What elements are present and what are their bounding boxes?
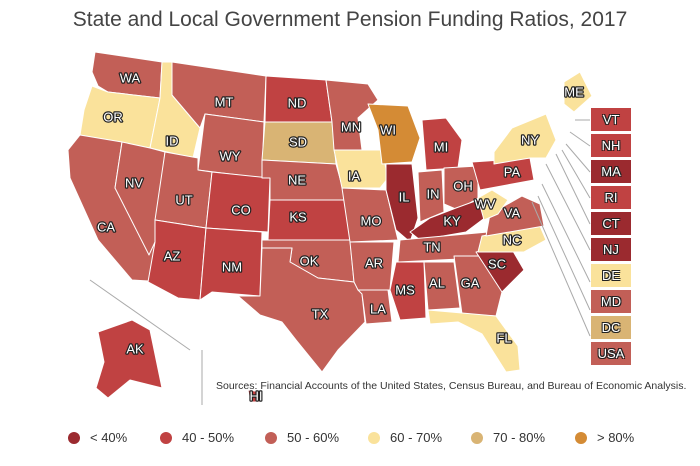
label-TN: TN: [423, 239, 440, 254]
state-WV[interactable]: [477, 189, 509, 221]
label-WA: WA: [120, 70, 141, 85]
legend-label-70-80: 70 - 80%: [493, 430, 546, 445]
legend-item-70-80: 70 - 80%: [471, 430, 545, 445]
legend-label-gt80: > 80%: [597, 430, 635, 445]
label-GA: GA: [461, 275, 480, 290]
label-AK: AK: [126, 341, 144, 356]
label-SC: SC: [488, 256, 506, 271]
label-NC: NC: [503, 232, 522, 247]
label-PA: PA: [504, 164, 521, 179]
label-OH: OH: [453, 178, 473, 193]
legend-item-lt40: < 40%: [68, 430, 127, 445]
state-ME[interactable]: [563, 71, 593, 113]
state-IN[interactable]: [417, 169, 445, 223]
label-KY: KY: [443, 213, 461, 228]
label-AL: AL: [429, 275, 445, 290]
label-MN: MN: [341, 119, 361, 134]
state-WY[interactable]: [197, 113, 265, 179]
state-IA[interactable]: [333, 149, 389, 189]
legend-label-60-70: 60 - 70%: [390, 430, 443, 445]
label-SD: SD: [289, 134, 307, 149]
state-box-NJ[interactable]: NJ: [591, 238, 631, 261]
label-AR: AR: [365, 255, 383, 270]
state-NY[interactable]: [493, 113, 557, 165]
state-box-MD[interactable]: MD: [591, 290, 631, 313]
legend-swatch-50-60: [265, 431, 277, 444]
legend-item-40-50: 40 - 50%: [160, 430, 234, 445]
state-AL[interactable]: [423, 261, 461, 311]
label-AZ: AZ: [164, 248, 181, 263]
legend-swatch-gt80: [575, 431, 587, 444]
state-HI[interactable]: [247, 389, 263, 403]
legend-item-50-60: 50 - 60%: [265, 430, 339, 445]
legend-label-40-50: 40 - 50%: [182, 430, 235, 445]
label-MI: MI: [434, 139, 448, 154]
state-box-VT[interactable]: VT: [591, 108, 631, 131]
state-box-USA[interactable]: USA: [591, 342, 631, 365]
label-OR: OR: [103, 109, 123, 124]
state-VA[interactable]: [485, 195, 545, 237]
state-AK[interactable]: [95, 319, 163, 399]
chart-title: State and Local Government Pension Fundi…: [72, 8, 628, 31]
state-LA[interactable]: [357, 289, 393, 325]
legend-label-50-60: 50 - 60%: [287, 430, 340, 445]
legend-swatch-70-80: [471, 431, 483, 444]
legend-item-gt80: > 80%: [575, 430, 634, 445]
legend-item-60-70: 60 - 70%: [368, 430, 442, 445]
state-box-DC[interactable]: DC: [591, 316, 631, 339]
label-NY: NY: [521, 132, 539, 147]
label-ND: ND: [288, 95, 307, 110]
state-box-CT[interactable]: CT: [591, 212, 631, 235]
label-IN: IN: [427, 186, 440, 201]
label-LA: LA: [370, 301, 386, 316]
label-CA: CA: [97, 219, 115, 234]
label-MT: MT: [215, 94, 234, 109]
label-MO: MO: [361, 213, 382, 228]
state-box-RI[interactable]: RI: [591, 186, 631, 209]
state-FL[interactable]: [427, 309, 521, 373]
state-MN[interactable]: [325, 79, 379, 151]
source-note: Sources: Financial Accounts of the Unite…: [216, 380, 687, 392]
label-OK: OK: [300, 253, 319, 268]
label-HI: HI: [250, 388, 263, 403]
state-MO[interactable]: [341, 187, 399, 243]
state-box-NH[interactable]: NH: [591, 134, 631, 157]
label-ME: ME: [564, 84, 584, 99]
leader-lines: [89, 119, 591, 405]
state-TX[interactable]: [237, 247, 366, 373]
label-IA: IA: [348, 168, 361, 183]
label-WI: WI: [380, 122, 396, 137]
label-CO: CO: [231, 202, 251, 217]
legend-label-lt40: < 40%: [90, 430, 128, 445]
label-WY: WY: [220, 148, 241, 163]
label-NE: NE: [288, 172, 306, 187]
legend-swatch-40-50: [160, 431, 172, 444]
label-VA: VA: [504, 205, 521, 220]
label-NM: NM: [222, 259, 242, 274]
legend-swatch-lt40: [68, 431, 80, 444]
label-UT: UT: [175, 192, 192, 207]
state-MS[interactable]: [389, 261, 427, 321]
state-box-MA[interactable]: MA: [591, 160, 631, 183]
label-TX: TX: [312, 306, 329, 321]
label-MS: MS: [395, 282, 415, 297]
label-FL: FL: [496, 330, 511, 345]
legend-swatch-60-70: [368, 431, 380, 444]
state-NM[interactable]: [199, 227, 263, 301]
label-KS: KS: [289, 209, 307, 224]
label-WV: WV: [475, 196, 496, 211]
state-box-DE[interactable]: DE: [591, 264, 631, 287]
state-MI[interactable]: [421, 117, 463, 171]
label-ID: ID: [166, 133, 179, 148]
state-WI[interactable]: [367, 103, 421, 165]
label-IL: IL: [399, 189, 410, 204]
state-KS[interactable]: [267, 199, 351, 241]
label-NV: NV: [125, 175, 143, 190]
